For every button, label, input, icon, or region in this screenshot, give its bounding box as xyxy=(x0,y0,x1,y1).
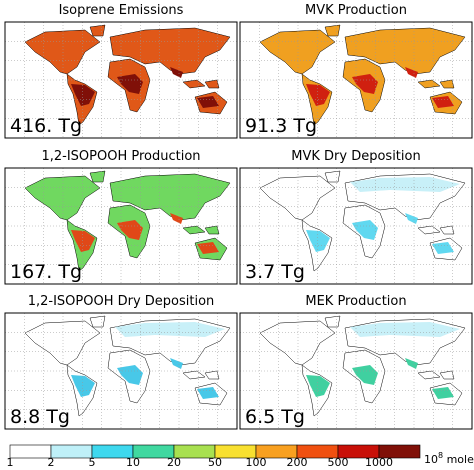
land xyxy=(109,173,231,221)
map-frame xyxy=(239,21,473,139)
land xyxy=(439,79,455,89)
colorbar-tick-label: 200 xyxy=(287,456,308,469)
hotspot xyxy=(306,230,330,252)
hotspot xyxy=(170,67,183,78)
panel-title: MEK Production xyxy=(305,294,406,309)
colorbar-tick-label: 100 xyxy=(246,456,267,469)
hotspot xyxy=(71,375,95,397)
unit-part: 8 xyxy=(438,451,443,460)
colorbar-tick-label: 1000 xyxy=(365,456,393,469)
land xyxy=(417,370,441,380)
hotspot xyxy=(432,96,454,108)
map-panel: 416. Tg xyxy=(4,21,238,139)
land xyxy=(182,370,206,380)
hotspot xyxy=(306,375,330,397)
panel-title: MVK Production xyxy=(305,3,407,18)
colorbar-segment xyxy=(9,444,52,459)
hotspot xyxy=(405,213,418,224)
land xyxy=(204,225,220,235)
map-panel: 3.7 Tg xyxy=(239,167,473,285)
land xyxy=(324,170,341,183)
map-panel: 6.5 Tg xyxy=(239,312,473,430)
panel-total: 3.7 Tg xyxy=(245,261,305,283)
land-highlat xyxy=(350,322,460,337)
hotspot xyxy=(197,387,219,399)
land-highlat xyxy=(115,322,225,337)
hotspot xyxy=(352,220,378,240)
land xyxy=(439,370,455,380)
colorbar-tick-label: 5 xyxy=(89,456,96,469)
colorbar-tick-label: 1 xyxy=(7,456,14,469)
land xyxy=(344,27,466,75)
hotspot xyxy=(117,365,143,385)
colorbar-segment xyxy=(378,444,421,459)
hotspot xyxy=(71,230,95,252)
hotspot xyxy=(197,96,219,108)
panel-total: 416. Tg xyxy=(10,115,82,137)
colorbar-tick-label: 10 xyxy=(126,456,140,469)
land xyxy=(204,370,220,380)
land xyxy=(182,225,206,235)
panel-title: 1,2-ISOPOOH Dry Deposition xyxy=(28,294,215,309)
hotspot xyxy=(352,365,378,385)
hotspot xyxy=(117,74,143,94)
hotspot xyxy=(432,387,454,399)
land xyxy=(417,225,441,235)
land xyxy=(109,27,231,75)
hotspot xyxy=(170,358,183,369)
map-frame xyxy=(4,167,238,285)
colorbar-tick-label: 500 xyxy=(328,456,349,469)
panel-title: 1,2-ISOPOOH Production xyxy=(41,149,200,164)
unit-part: 10 xyxy=(424,453,438,466)
map-frame xyxy=(4,21,238,139)
land xyxy=(89,170,106,183)
land-highlat xyxy=(350,177,460,192)
map-frame xyxy=(4,312,238,430)
panel-total: 6.5 Tg xyxy=(245,406,305,428)
hotspot xyxy=(117,220,143,240)
hotspot xyxy=(405,67,418,78)
map-panel: 8.8 Tg xyxy=(4,312,238,430)
hotspot xyxy=(306,84,330,106)
colorbar-tick-label: 2 xyxy=(48,456,55,469)
land xyxy=(204,79,220,89)
panel-title: MVK Dry Deposition xyxy=(291,149,420,164)
land xyxy=(182,79,206,89)
land xyxy=(89,24,106,37)
colorbar-tick-label: 20 xyxy=(167,456,181,469)
hotspot xyxy=(405,358,418,369)
hotspot xyxy=(432,242,454,254)
panel-title: Isoprene Emissions xyxy=(59,3,184,18)
hotspot xyxy=(197,242,219,254)
colorbar-segment xyxy=(50,444,93,459)
map-panel: 167. Tg xyxy=(4,167,238,285)
unit-part: molec/cm xyxy=(443,453,474,466)
panel-total: 91.3 Tg xyxy=(245,115,317,137)
colorbar-unit: 108 molec/cm2/s xyxy=(424,451,474,466)
land xyxy=(324,315,341,328)
map-frame xyxy=(239,312,473,430)
panel-total: 8.8 Tg xyxy=(10,406,70,428)
land xyxy=(417,79,441,89)
land xyxy=(324,24,341,37)
map-panel: 91.3 Tg xyxy=(239,21,473,139)
panel-total: 167. Tg xyxy=(10,261,82,283)
hotspot xyxy=(71,84,95,106)
land xyxy=(439,225,455,235)
hotspot xyxy=(170,213,183,224)
land xyxy=(89,315,106,328)
colorbar-tick-label: 50 xyxy=(208,456,222,469)
hotspot xyxy=(352,74,378,94)
map-frame xyxy=(239,167,473,285)
